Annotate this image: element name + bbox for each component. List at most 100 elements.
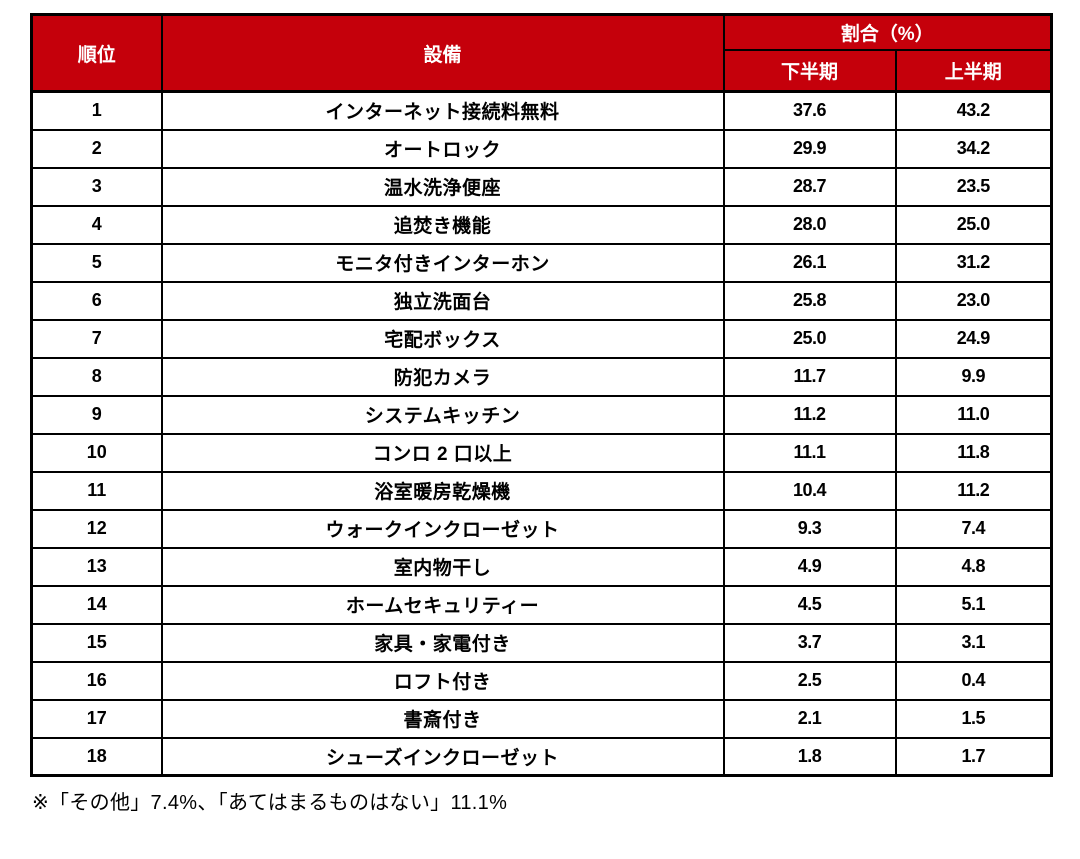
- second-half-cell: 4.9: [722, 546, 897, 587]
- second-half-cell: 2.1: [722, 698, 897, 739]
- first-half-cell: 11.2: [894, 470, 1053, 511]
- rank-cell: 7: [30, 318, 163, 359]
- equipment-cell: 室内物干し: [160, 546, 725, 587]
- rank-cell: 16: [30, 660, 163, 701]
- col-header-rank: 順位: [30, 13, 163, 93]
- equipment-cell: ロフト付き: [160, 660, 725, 701]
- rank-cell: 5: [30, 242, 163, 283]
- col-header-first-half: 上半期: [894, 49, 1053, 93]
- rank-cell: 11: [30, 470, 163, 511]
- table-row: 15 家具・家電付き 3.7 3.1: [30, 622, 1053, 663]
- equipment-cell: 独立洗面台: [160, 280, 725, 321]
- equipment-ranking-table: 順位 設備 割合（%） 下半期 上半期 1 インターネット接続料無料 37.6 …: [30, 13, 1053, 777]
- table-row: 17 書斎付き 2.1 1.5: [30, 698, 1053, 739]
- rank-cell: 1: [30, 90, 163, 131]
- first-half-cell: 25.0: [894, 204, 1053, 245]
- second-half-cell: 2.5: [722, 660, 897, 701]
- first-half-cell: 11.8: [894, 432, 1053, 473]
- rank-cell: 6: [30, 280, 163, 321]
- second-half-cell: 1.8: [722, 736, 897, 777]
- second-half-cell: 25.8: [722, 280, 897, 321]
- table-row: 11 浴室暖房乾燥機 10.4 11.2: [30, 470, 1053, 511]
- rank-cell: 9: [30, 394, 163, 435]
- equipment-cell: システムキッチン: [160, 394, 725, 435]
- rank-cell: 18: [30, 736, 163, 777]
- second-half-cell: 28.0: [722, 204, 897, 245]
- rank-cell: 17: [30, 698, 163, 739]
- first-half-cell: 1.5: [894, 698, 1053, 739]
- second-half-cell: 29.9: [722, 128, 897, 169]
- first-half-cell: 4.8: [894, 546, 1053, 587]
- equipment-cell: コンロ 2 口以上: [160, 432, 725, 473]
- col-header-equipment: 設備: [160, 13, 725, 93]
- rank-cell: 2: [30, 128, 163, 169]
- first-half-cell: 3.1: [894, 622, 1053, 663]
- equipment-cell: インターネット接続料無料: [160, 90, 725, 131]
- first-half-cell: 1.7: [894, 736, 1053, 777]
- second-half-cell: 4.5: [722, 584, 897, 625]
- first-half-cell: 31.2: [894, 242, 1053, 283]
- equipment-cell: 宅配ボックス: [160, 318, 725, 359]
- table-header: 順位 設備 割合（%） 下半期 上半期: [30, 13, 1053, 93]
- first-half-cell: 43.2: [894, 90, 1053, 131]
- table-row: 4 追焚き機能 28.0 25.0: [30, 204, 1053, 245]
- equipment-cell: 書斎付き: [160, 698, 725, 739]
- table-row: 18 シューズインクローゼット 1.8 1.7: [30, 736, 1053, 777]
- rank-cell: 4: [30, 204, 163, 245]
- first-half-cell: 9.9: [894, 356, 1053, 397]
- equipment-cell: モニタ付きインターホン: [160, 242, 725, 283]
- table-row: 1 インターネット接続料無料 37.6 43.2: [30, 90, 1053, 131]
- table-row: 8 防犯カメラ 11.7 9.9: [30, 356, 1053, 397]
- rank-cell: 12: [30, 508, 163, 549]
- table-body: 1 インターネット接続料無料 37.6 43.2 2 オートロック 29.9 3…: [30, 90, 1053, 777]
- equipment-cell: 浴室暖房乾燥機: [160, 470, 725, 511]
- rank-cell: 3: [30, 166, 163, 207]
- second-half-cell: 28.7: [722, 166, 897, 207]
- equipment-cell: 防犯カメラ: [160, 356, 725, 397]
- first-half-cell: 23.0: [894, 280, 1053, 321]
- rank-cell: 8: [30, 356, 163, 397]
- second-half-cell: 37.6: [722, 90, 897, 131]
- second-half-cell: 9.3: [722, 508, 897, 549]
- table-row: 6 独立洗面台 25.8 23.0: [30, 280, 1053, 321]
- rank-cell: 15: [30, 622, 163, 663]
- col-header-second-half: 下半期: [722, 49, 897, 93]
- col-header-ratio-group: 割合（%）: [722, 13, 1053, 52]
- table-row: 9 システムキッチン 11.2 11.0: [30, 394, 1053, 435]
- second-half-cell: 10.4: [722, 470, 897, 511]
- table-row: 14 ホームセキュリティー 4.5 5.1: [30, 584, 1053, 625]
- second-half-cell: 25.0: [722, 318, 897, 359]
- first-half-cell: 23.5: [894, 166, 1053, 207]
- table-row: 2 オートロック 29.9 34.2: [30, 128, 1053, 169]
- equipment-cell: 家具・家電付き: [160, 622, 725, 663]
- first-half-cell: 11.0: [894, 394, 1053, 435]
- first-half-cell: 0.4: [894, 660, 1053, 701]
- first-half-cell: 5.1: [894, 584, 1053, 625]
- rank-cell: 10: [30, 432, 163, 473]
- equipment-cell: 温水洗浄便座: [160, 166, 725, 207]
- equipment-cell: ウォークインクローゼット: [160, 508, 725, 549]
- table-row: 10 コンロ 2 口以上 11.1 11.8: [30, 432, 1053, 473]
- rank-cell: 14: [30, 584, 163, 625]
- second-half-cell: 11.7: [722, 356, 897, 397]
- second-half-cell: 11.2: [722, 394, 897, 435]
- second-half-cell: 26.1: [722, 242, 897, 283]
- first-half-cell: 7.4: [894, 508, 1053, 549]
- second-half-cell: 11.1: [722, 432, 897, 473]
- first-half-cell: 24.9: [894, 318, 1053, 359]
- second-half-cell: 3.7: [722, 622, 897, 663]
- table-row: 12 ウォークインクローゼット 9.3 7.4: [30, 508, 1053, 549]
- rank-cell: 13: [30, 546, 163, 587]
- table-row: 3 温水洗浄便座 28.7 23.5: [30, 166, 1053, 207]
- table-row: 13 室内物干し 4.9 4.8: [30, 546, 1053, 587]
- equipment-cell: 追焚き機能: [160, 204, 725, 245]
- table-row: 16 ロフト付き 2.5 0.4: [30, 660, 1053, 701]
- equipment-cell: ホームセキュリティー: [160, 584, 725, 625]
- equipment-cell: シューズインクローゼット: [160, 736, 725, 777]
- equipment-cell: オートロック: [160, 128, 725, 169]
- first-half-cell: 34.2: [894, 128, 1053, 169]
- table-row: 5 モニタ付きインターホン 26.1 31.2: [30, 242, 1053, 283]
- table-row: 7 宅配ボックス 25.0 24.9: [30, 318, 1053, 359]
- footnote: ※「その他」7.4%、「あてはまるものはない」11.1%: [32, 792, 508, 814]
